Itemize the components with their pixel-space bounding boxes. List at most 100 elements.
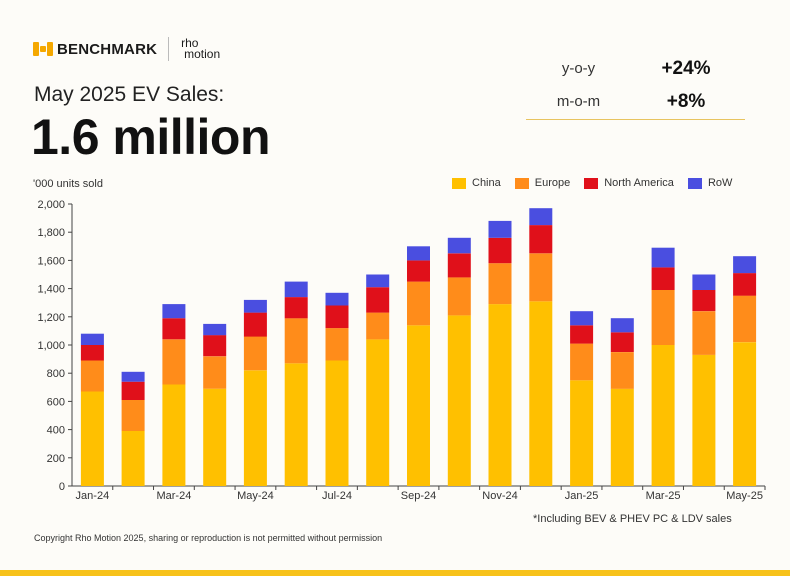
brand-logo: BENCHMARK rho motion [33,36,221,61]
bar-segment-north-america [610,332,634,352]
bar-segment-europe [447,277,471,316]
bar-segment-north-america [243,312,267,337]
bar-segment-row [121,371,145,382]
bar-segment-row [529,208,553,226]
bar-segment-china [570,380,594,487]
bar-segment-north-america [447,253,471,278]
x-tick-label: May-25 [726,490,763,502]
legend-swatch [452,177,466,189]
legend-item-europe: Europe [514,177,570,189]
bar-segment-europe [570,343,594,381]
legend-swatch [687,177,702,189]
legend-item-north-america: North America [584,177,674,189]
bar-segment-row [651,247,675,268]
legend-swatch [514,177,529,189]
page-subtitle: May 2025 EV Sales: [34,83,225,106]
bar-segment-north-america [692,290,716,312]
bar-segment-china [325,360,349,486]
bar-segment-north-america [407,260,430,282]
bar-segment-europe [733,295,757,343]
bar-segment-europe [407,281,430,326]
bar-segment-north-america [651,267,675,290]
bottom-accent-bar [0,570,790,576]
x-tick-label: Jul-24 [322,490,352,502]
bar-segment-china [488,304,512,486]
y-tick-label: 1,200 [37,312,65,324]
bar-segment-row [610,318,634,333]
chart-legend: China Europe North America RoW [452,177,732,189]
bar-segment-row [447,237,471,254]
bar-segment-china [366,339,390,486]
bar-segment-row [570,311,594,326]
benchmark-logo-icon [33,40,53,58]
bar-segment-north-america [733,273,757,296]
bar-segment-north-america [80,345,104,361]
copyright-notice: Copyright Rho Motion 2025, sharing or re… [34,533,383,543]
y-tick-label: 1,400 [37,284,65,296]
kpi-row-mom: m-o-m +8% [526,89,745,115]
legend-label: China [472,177,501,189]
x-tick-label: Jan-24 [76,490,110,502]
y-tick-label: 1,800 [37,227,65,239]
bar-segment-europe [610,352,634,389]
bar-segment-europe [80,360,104,392]
bar-segment-china [284,363,308,486]
kpi-row-yoy: y-o-y +24% [526,56,745,82]
x-tick-label: Mar-25 [646,490,681,502]
bar-segment-row [203,323,227,336]
y-tick-label: 800 [47,368,65,380]
bar-segment-china [243,370,267,486]
bar-segment-china [692,354,716,486]
partner-logo: rho motion [181,36,221,61]
legend-swatch [584,177,599,189]
bar-segment-europe [488,263,512,305]
y-tick-label: 1,600 [37,255,65,267]
y-axis-label: '000 units sold [33,178,103,190]
footnote: *Including BEV & PHEV PC & LDV sales [533,513,732,525]
y-tick-label: 600 [47,396,65,408]
bar-segment-china [162,384,186,486]
bar-segment-row [284,281,308,298]
x-tick-label: Mar-24 [156,490,191,502]
brand-name: BENCHMARK [57,40,158,58]
kpi-value: +24% [661,58,711,79]
y-tick-label: 1,000 [37,340,65,352]
bar-segment-north-america [488,237,512,264]
bar-segment-europe [651,290,675,345]
legend-item-china: China [452,177,501,189]
y-tick-label: 200 [47,453,65,465]
brand-divider [168,37,170,61]
bar-segment-north-america [121,381,145,400]
headline-value: 1.6 million [31,109,271,165]
bar-segment-row [325,292,349,306]
bar-segment-europe [529,253,553,302]
bar-segment-china [121,431,145,486]
bar-segment-north-america [366,287,390,313]
x-tick-label: Sep-24 [401,490,436,502]
kpi-label: y-o-y [561,60,596,77]
bar-segment-china [610,388,634,486]
bar-segment-europe [203,356,227,389]
bar-segment-north-america [203,335,227,357]
bar-segment-row [366,274,390,288]
bar-segment-europe [692,311,716,355]
bar-segment-europe [162,339,186,385]
bar-segment-europe [121,400,145,431]
kpi-panel: y-o-y +24% m-o-m +8% [526,56,745,120]
bar-segment-north-america [529,225,553,254]
y-tick-label: 0 [59,481,65,493]
kpi-value: +8% [666,91,706,112]
bar-segment-row [243,299,267,313]
bar-segment-north-america [325,305,349,329]
partner-logo-line1: rho [181,36,199,50]
bar-segment-europe [366,312,390,340]
bar-segment-china [529,301,553,486]
legend-label: North America [604,177,674,189]
kpi-label: m-o-m [556,93,601,110]
bar-segment-row [407,246,430,261]
bar-segment-row [733,256,757,274]
partner-logo-line2: motion [184,47,221,61]
bar-segment-europe [284,318,308,364]
x-tick-label: Jan-25 [565,490,599,502]
